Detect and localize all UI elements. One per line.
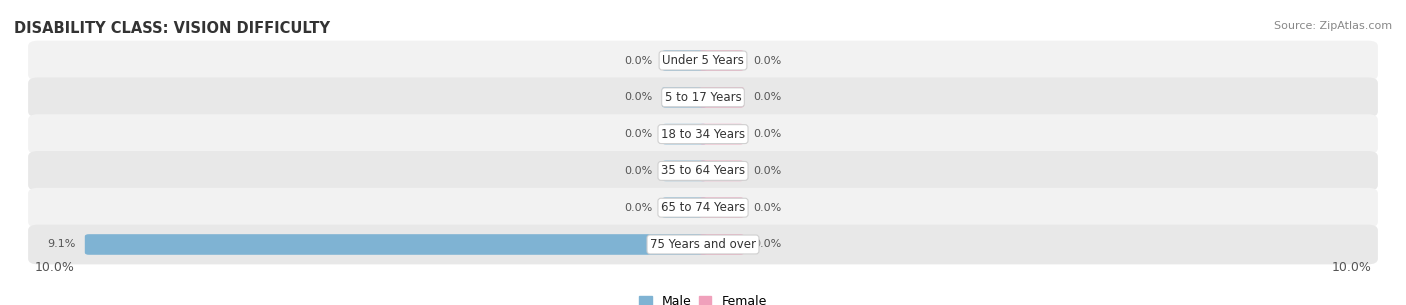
FancyBboxPatch shape: [699, 50, 744, 71]
FancyBboxPatch shape: [699, 234, 744, 255]
Text: 75 Years and over: 75 Years and over: [650, 238, 756, 251]
Text: 65 to 74 Years: 65 to 74 Years: [661, 201, 745, 214]
FancyBboxPatch shape: [28, 151, 1378, 191]
Text: 0.0%: 0.0%: [754, 92, 782, 102]
FancyBboxPatch shape: [28, 41, 1378, 81]
Text: 0.0%: 0.0%: [624, 56, 652, 66]
FancyBboxPatch shape: [28, 188, 1378, 228]
Text: Source: ZipAtlas.com: Source: ZipAtlas.com: [1274, 21, 1392, 31]
FancyBboxPatch shape: [699, 197, 744, 218]
FancyBboxPatch shape: [28, 77, 1378, 117]
FancyBboxPatch shape: [699, 124, 744, 144]
Text: 10.0%: 10.0%: [35, 261, 75, 274]
FancyBboxPatch shape: [662, 161, 707, 181]
Text: 0.0%: 0.0%: [624, 166, 652, 176]
FancyBboxPatch shape: [699, 87, 744, 108]
FancyBboxPatch shape: [699, 161, 744, 181]
Text: 35 to 64 Years: 35 to 64 Years: [661, 164, 745, 178]
Text: DISABILITY CLASS: VISION DIFFICULTY: DISABILITY CLASS: VISION DIFFICULTY: [14, 21, 330, 36]
Text: 0.0%: 0.0%: [754, 56, 782, 66]
FancyBboxPatch shape: [662, 87, 707, 108]
Text: 0.0%: 0.0%: [754, 203, 782, 213]
Text: 10.0%: 10.0%: [1331, 261, 1371, 274]
Text: 0.0%: 0.0%: [624, 203, 652, 213]
Text: 0.0%: 0.0%: [624, 129, 652, 139]
FancyBboxPatch shape: [662, 124, 707, 144]
FancyBboxPatch shape: [28, 224, 1378, 264]
Text: 5 to 17 Years: 5 to 17 Years: [665, 91, 741, 104]
FancyBboxPatch shape: [84, 234, 707, 255]
Text: 0.0%: 0.0%: [754, 239, 782, 249]
Text: 18 to 34 Years: 18 to 34 Years: [661, 127, 745, 141]
Legend: Male, Female: Male, Female: [634, 290, 772, 305]
FancyBboxPatch shape: [662, 50, 707, 71]
Text: Under 5 Years: Under 5 Years: [662, 54, 744, 67]
FancyBboxPatch shape: [28, 114, 1378, 154]
Text: 0.0%: 0.0%: [754, 129, 782, 139]
Text: 9.1%: 9.1%: [46, 239, 76, 249]
FancyBboxPatch shape: [662, 197, 707, 218]
Text: 0.0%: 0.0%: [624, 92, 652, 102]
Text: 0.0%: 0.0%: [754, 166, 782, 176]
